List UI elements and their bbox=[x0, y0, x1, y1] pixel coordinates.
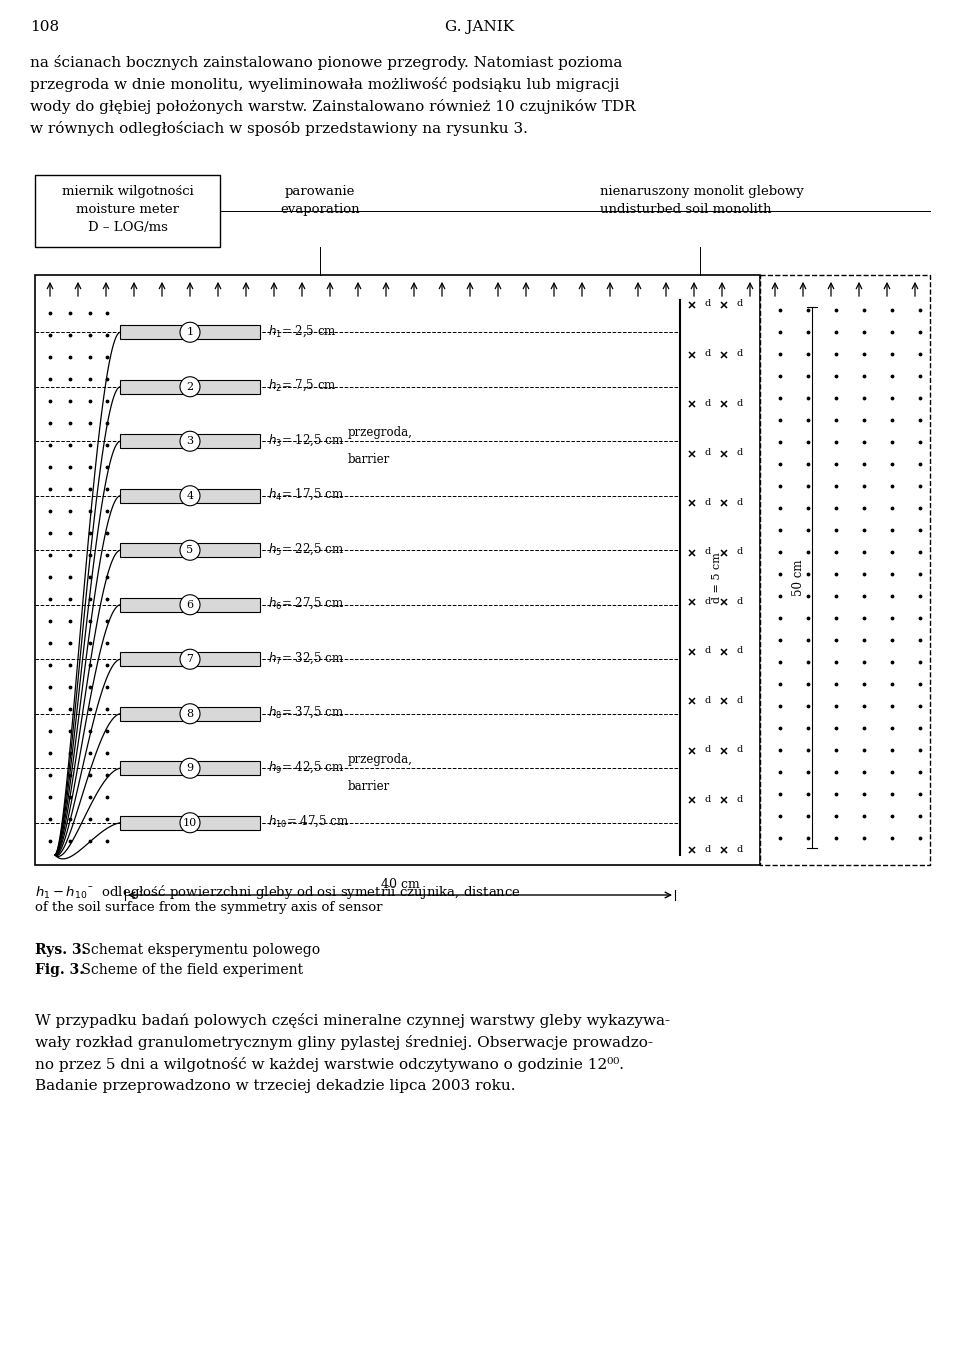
Text: d: d bbox=[737, 695, 743, 705]
Bar bbox=[120, 598, 260, 612]
Text: d: d bbox=[737, 795, 743, 805]
Text: miernik wilgotności: miernik wilgotności bbox=[61, 184, 193, 198]
Bar bbox=[760, 275, 930, 865]
Text: 1: 1 bbox=[186, 328, 194, 337]
Bar bbox=[120, 706, 260, 721]
Circle shape bbox=[180, 486, 200, 505]
Text: 10: 10 bbox=[182, 818, 197, 828]
Text: barrier: barrier bbox=[348, 454, 391, 466]
Text: 6: 6 bbox=[186, 600, 194, 609]
Text: d: d bbox=[705, 646, 711, 656]
Text: G. JANIK: G. JANIK bbox=[445, 20, 515, 34]
Text: barrier: barrier bbox=[348, 780, 391, 794]
Text: 4: 4 bbox=[186, 490, 194, 501]
Circle shape bbox=[180, 432, 200, 451]
Bar bbox=[35, 175, 220, 247]
Text: $h_5$= 22,5 cm: $h_5$= 22,5 cm bbox=[268, 541, 344, 557]
Text: d: d bbox=[737, 597, 743, 605]
Text: 8: 8 bbox=[186, 709, 194, 719]
Text: d: d bbox=[705, 448, 711, 458]
Text: Rys. 3.: Rys. 3. bbox=[35, 943, 86, 958]
Text: 5: 5 bbox=[186, 545, 194, 555]
Bar bbox=[120, 544, 260, 557]
Circle shape bbox=[180, 377, 200, 396]
Bar bbox=[120, 652, 260, 667]
Text: d: d bbox=[737, 497, 743, 507]
Text: d: d bbox=[705, 695, 711, 705]
Text: D – LOG/ms: D – LOG/ms bbox=[87, 221, 167, 234]
Text: Scheme of the field experiment: Scheme of the field experiment bbox=[77, 963, 303, 977]
Text: Fig. 3.: Fig. 3. bbox=[35, 963, 84, 977]
Text: $h_9$= 42,5 cm: $h_9$= 42,5 cm bbox=[268, 759, 344, 775]
Circle shape bbox=[180, 703, 200, 724]
Text: $h_1 - h_{10}$¯  odległość powierzchni gleby od osi symetrii czujnika, distance: $h_1 - h_{10}$¯ odległość powierzchni gl… bbox=[35, 882, 521, 902]
Text: W przypadku badań polowych części mineralne czynnej warstwy gleby wykazywa-: W przypadku badań polowych części minera… bbox=[35, 1014, 670, 1029]
Text: przegroda,: przegroda, bbox=[348, 426, 413, 440]
Text: na ścianach bocznych zainstalowano pionowe przegrody. Natomiast pozioma: na ścianach bocznych zainstalowano piono… bbox=[30, 55, 622, 70]
Bar bbox=[120, 325, 260, 339]
Text: Badanie przeprowadzono w trzeciej dekadzie lipca 2003 roku.: Badanie przeprowadzono w trzeciej dekadz… bbox=[35, 1079, 516, 1093]
Bar bbox=[120, 434, 260, 448]
Text: moisture meter: moisture meter bbox=[76, 204, 179, 216]
Text: d: d bbox=[705, 597, 711, 605]
Text: d: d bbox=[737, 299, 743, 309]
Text: 2: 2 bbox=[186, 381, 194, 392]
Text: d: d bbox=[705, 350, 711, 358]
Text: 108: 108 bbox=[30, 20, 60, 34]
Text: d: d bbox=[705, 399, 711, 407]
Circle shape bbox=[180, 649, 200, 669]
Circle shape bbox=[180, 758, 200, 779]
Text: d: d bbox=[737, 350, 743, 358]
Text: nienaruszony monolit glebowy: nienaruszony monolit glebowy bbox=[600, 184, 804, 198]
Bar bbox=[35, 275, 760, 865]
Text: $h_{10}$= 47,5 cm: $h_{10}$= 47,5 cm bbox=[268, 814, 349, 829]
Circle shape bbox=[180, 594, 200, 615]
Text: wały rozkład granulometrycznym gliny pylastej średniej. Obserwacje prowadzo-: wały rozkład granulometrycznym gliny pyl… bbox=[35, 1035, 653, 1050]
Text: parowanie: parowanie bbox=[285, 184, 355, 198]
Text: $h_4$= 17,5 cm: $h_4$= 17,5 cm bbox=[268, 488, 344, 503]
Text: 9: 9 bbox=[186, 764, 194, 773]
Text: d: d bbox=[737, 399, 743, 407]
Text: d: d bbox=[705, 497, 711, 507]
Bar bbox=[120, 816, 260, 829]
Text: $h_2$= 7,5 cm: $h_2$= 7,5 cm bbox=[268, 378, 336, 393]
Bar bbox=[120, 761, 260, 776]
Circle shape bbox=[180, 540, 200, 560]
Text: undisturbed soil monolith: undisturbed soil monolith bbox=[600, 204, 772, 216]
Text: $h_7$= 32,5 cm: $h_7$= 32,5 cm bbox=[268, 650, 344, 667]
Text: przegroda,: przegroda, bbox=[348, 753, 413, 766]
Text: $h_3$= 12,5 cm: $h_3$= 12,5 cm bbox=[268, 433, 344, 448]
Bar bbox=[120, 380, 260, 393]
Text: 40 cm: 40 cm bbox=[380, 878, 420, 891]
Text: $h_8$= 37,5 cm: $h_8$= 37,5 cm bbox=[268, 705, 344, 720]
Text: d: d bbox=[737, 548, 743, 556]
Text: w równych odległościach w sposób przedstawiony na rysunku 3.: w równych odległościach w sposób przedst… bbox=[30, 122, 528, 137]
Text: d: d bbox=[737, 646, 743, 656]
Text: of the soil surface from the symmetry axis of sensor: of the soil surface from the symmetry ax… bbox=[35, 902, 382, 914]
Text: przegroda w dnie monolitu, wyeliminowała możliwość podsiąku lub migracji: przegroda w dnie monolitu, wyeliminowała… bbox=[30, 76, 619, 92]
Text: evaporation: evaporation bbox=[280, 204, 360, 216]
Text: d: d bbox=[705, 844, 711, 854]
Text: d: d bbox=[705, 746, 711, 754]
Text: d: d bbox=[705, 299, 711, 309]
Text: d: d bbox=[737, 746, 743, 754]
Text: d: d bbox=[705, 795, 711, 805]
Text: $h_6$= 27,5 cm: $h_6$= 27,5 cm bbox=[268, 596, 344, 612]
Text: 3: 3 bbox=[186, 436, 194, 447]
Text: d: d bbox=[737, 844, 743, 854]
Text: 50 cm: 50 cm bbox=[791, 559, 804, 596]
Text: 7: 7 bbox=[186, 654, 194, 664]
Text: Schemat eksperymentu polowego: Schemat eksperymentu polowego bbox=[77, 943, 320, 958]
Text: no przez 5 dni a wilgotność w każdej warstwie odczytywano o godzinie 12⁰⁰.: no przez 5 dni a wilgotność w każdej war… bbox=[35, 1057, 624, 1072]
Text: d: d bbox=[705, 548, 711, 556]
Text: d: d bbox=[737, 448, 743, 458]
Text: wody do głębiej położonych warstw. Zainstalowano również 10 czujników TDR: wody do głębiej położonych warstw. Zains… bbox=[30, 98, 636, 113]
Circle shape bbox=[180, 813, 200, 833]
Circle shape bbox=[180, 322, 200, 343]
Text: d = 5 cm: d = 5 cm bbox=[712, 552, 722, 602]
Text: $h_1$= 2,5 cm: $h_1$= 2,5 cm bbox=[268, 324, 336, 339]
Bar bbox=[120, 489, 260, 503]
